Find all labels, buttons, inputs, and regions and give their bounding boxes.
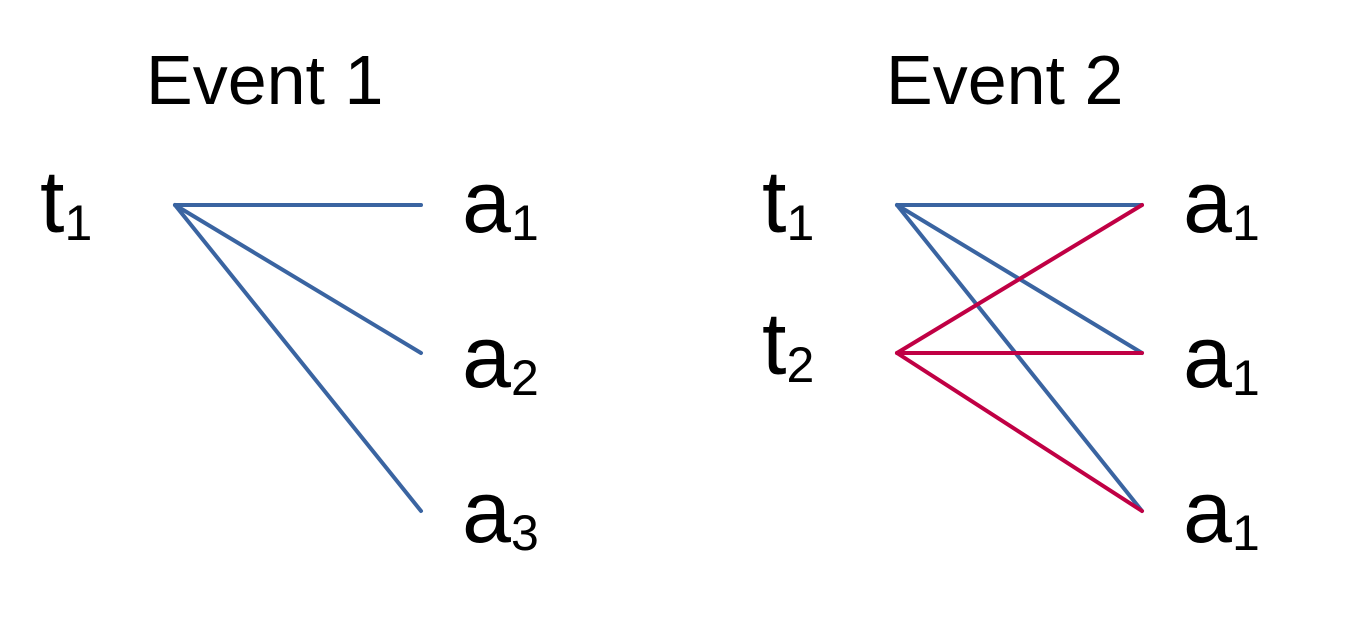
event-1-node-a3: a3 (462, 468, 539, 559)
node-base: a (462, 152, 511, 251)
node-base: t (762, 152, 787, 251)
event-2-node-a1-middle: a1 (1183, 313, 1260, 404)
event-2-node-a1-top: a1 (1183, 158, 1260, 249)
node-subscript: 1 (510, 195, 539, 251)
node-base: a (1183, 152, 1232, 251)
node-base: t (40, 152, 65, 251)
event-2-node-a1-bottom: a1 (1183, 468, 1260, 559)
event-2-node-t1: t1 (762, 158, 814, 249)
node-base: a (1183, 462, 1232, 561)
event-2-edge-red (895, 203, 1144, 355)
node-subscript: 1 (1231, 505, 1260, 561)
event-1-node-a2: a2 (462, 313, 539, 404)
event-2-node-t2: t2 (762, 300, 814, 391)
node-subscript: 1 (1231, 350, 1260, 406)
event-1-node-t1: t1 (40, 158, 92, 249)
event-2-edge-blue (895, 203, 1144, 513)
node-base: t (762, 294, 787, 393)
node-base: a (462, 462, 511, 561)
node-subscript: 1 (1231, 195, 1260, 251)
node-subscript: 2 (786, 337, 815, 393)
node-subscript: 3 (510, 505, 539, 561)
node-base: a (1183, 307, 1232, 406)
event-2-edge-red (895, 351, 1144, 513)
event-1-title: Event 1 (146, 41, 384, 119)
event-2-title: Event 2 (886, 41, 1124, 119)
node-subscript: 1 (786, 195, 815, 251)
node-subscript: 2 (510, 350, 539, 406)
event-1-node-a1: a1 (462, 158, 539, 249)
node-subscript: 1 (64, 195, 93, 251)
event-1-edge-blue (173, 203, 423, 513)
node-base: a (462, 307, 511, 406)
event-1-edge-blue (173, 203, 423, 355)
